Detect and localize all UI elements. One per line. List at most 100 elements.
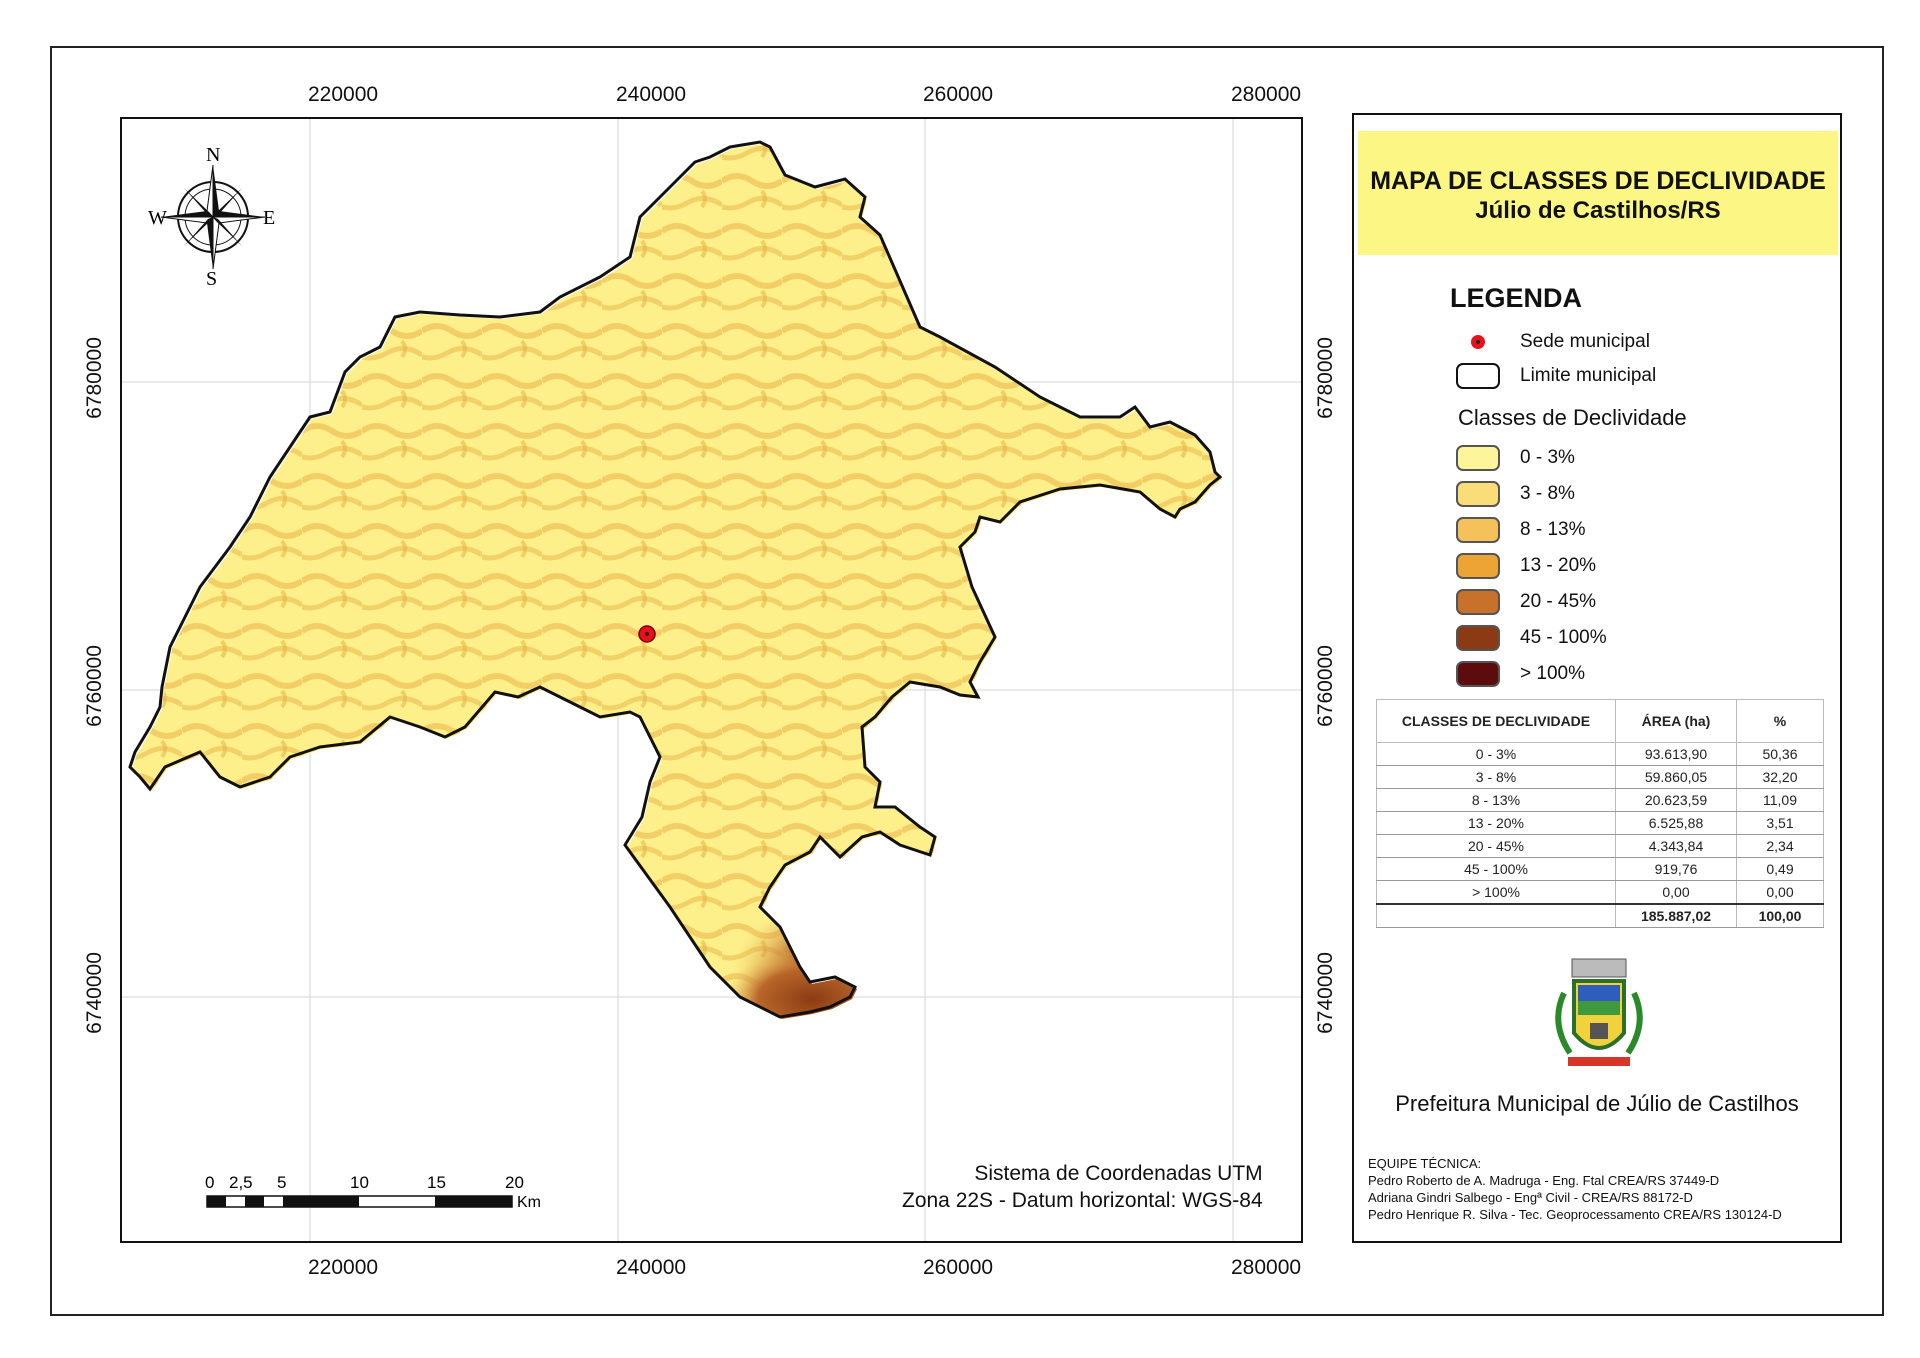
table-cell: 0,49 [1736, 857, 1824, 881]
scale-label: 5 [277, 1173, 286, 1192]
table-total-cell [1376, 903, 1616, 928]
x-tick-bottom: 280000 [1231, 1256, 1302, 1279]
legend-item-seat: Sede municipal [1456, 327, 1650, 357]
limit-swatch-icon [1456, 363, 1500, 389]
table-total-cell: 100,00 [1736, 903, 1824, 928]
table-row: 45 - 100% 919,76 0,49 [1376, 857, 1824, 881]
table-header: CLASSES DE DECLIVIDADE [1376, 699, 1616, 743]
class-swatch-icon [1456, 517, 1500, 543]
table-cell: 8 - 13% [1376, 788, 1616, 812]
scale-unit: Km [517, 1194, 541, 1211]
class-label: 13 - 20% [1520, 555, 1597, 576]
table-row: 8 - 13% 20.623,59 11,09 [1376, 788, 1824, 812]
legend-class-item: > 100% [1456, 659, 1585, 689]
legend-item-limit: Limite municipal [1456, 361, 1656, 391]
class-swatch-icon [1456, 589, 1500, 615]
table-total-cell: 185.887,02 [1615, 903, 1737, 928]
class-swatch-icon [1456, 625, 1500, 651]
scale-label: 0 [205, 1173, 214, 1192]
team-heading: EQUIPE TÉCNICA: [1368, 1156, 1482, 1171]
north-arrow-compass-icon: N S W E [148, 144, 278, 292]
compass-s: S [206, 268, 217, 287]
legend-title: LEGENDA [1450, 283, 1583, 313]
coord-line-1: Sistema de Coordenadas UTM [974, 1162, 1263, 1185]
table-cell: 3 - 8% [1376, 765, 1616, 789]
table-cell: 20.623,59 [1615, 788, 1737, 812]
legend-class-item: 0 - 3% [1456, 443, 1575, 473]
table-cell: 4.343,84 [1615, 834, 1737, 858]
class-label: > 100% [1520, 663, 1585, 684]
team-member: Pedro Roberto de A. Madruga - Eng. Ftal … [1368, 1173, 1720, 1188]
class-swatch-icon [1456, 481, 1500, 507]
compass-n: N [206, 147, 220, 166]
legend-seat-label: Sede municipal [1520, 331, 1650, 352]
table-cell: 919,76 [1615, 857, 1737, 881]
y-tick-right: 6740000 [1313, 952, 1337, 1034]
x-tick-bottom: 240000 [616, 1256, 687, 1279]
class-label: 20 - 45% [1520, 591, 1597, 612]
class-swatch-icon [1456, 445, 1500, 471]
x-tick-bottom: 260000 [923, 1256, 994, 1279]
table-cell: 13 - 20% [1376, 811, 1616, 835]
map-subtitle: Júlio de Castilhos/RS [1475, 197, 1721, 224]
legend-class-item: 13 - 20% [1456, 551, 1596, 581]
map-title: MAPA DE CLASSES DE DECLIVIDADE [1370, 167, 1826, 195]
table-cell: > 100% [1376, 880, 1616, 905]
y-tick-right: 6780000 [1313, 337, 1337, 419]
scale-label: 2,5 [229, 1173, 253, 1192]
team-member: Adriana Gindri Salbego - Engª Civil - CR… [1368, 1190, 1693, 1205]
municipal-crest-icon [1534, 953, 1664, 1088]
team-member: Pedro Henrique R. Silva - Tec. Geoproces… [1368, 1207, 1782, 1222]
table-header: % [1736, 699, 1824, 743]
scale-bar: 0 2,5 5 10 15 20 Km [205, 1170, 565, 1221]
coord-line-2: Zona 22S - Datum horizontal: WGS-84 [902, 1189, 1263, 1212]
table-cell: 32,20 [1736, 765, 1824, 789]
legend-class-item: 8 - 13% [1456, 515, 1585, 545]
x-tick-top: 280000 [1231, 83, 1302, 106]
y-tick-left: 6740000 [82, 952, 106, 1034]
table-row: > 100% 0,00 0,00 [1376, 880, 1824, 905]
title-box: MAPA DE CLASSES DE DECLIVIDADE Júlio de … [1358, 131, 1838, 255]
table-total-row: 185.887,02 100,00 [1376, 903, 1824, 928]
table-body: 0 - 3% 93.613,90 50,36 3 - 8% 59.860,05 32,20… [1376, 742, 1824, 928]
map-frame[interactable] [120, 117, 1303, 1243]
legend-class-item: 20 - 45% [1456, 587, 1596, 617]
class-label: 3 - 8% [1520, 483, 1575, 504]
class-label: 0 - 3% [1520, 447, 1575, 468]
table-row: 13 - 20% 6.525,88 3,51 [1376, 811, 1824, 835]
technical-team: EQUIPE TÉCNICA: Pedro Roberto de A. Madr… [1368, 1155, 1782, 1223]
table-row: 0 - 3% 93.613,90 50,36 [1376, 742, 1824, 766]
scale-label: 15 [427, 1173, 446, 1192]
x-tick-top: 220000 [308, 83, 379, 106]
seat-marker-icon [1456, 333, 1500, 351]
table-cell: 0 - 3% [1376, 742, 1616, 766]
table-row: 3 - 8% 59.860,05 32,20 [1376, 765, 1824, 789]
legend-class-item: 3 - 8% [1456, 479, 1575, 509]
class-label: 45 - 100% [1520, 627, 1607, 648]
y-tick-left: 6780000 [82, 337, 106, 419]
slope-map [122, 119, 1301, 1241]
table-cell: 20 - 45% [1376, 834, 1616, 858]
coordinate-system-note: Sistema de Coordenadas UTM Zona 22S - Da… [902, 1160, 1263, 1214]
table-cell: 3,51 [1736, 811, 1824, 835]
table-cell: 6.525,88 [1615, 811, 1737, 835]
class-swatch-icon [1456, 553, 1500, 579]
legend-class-item: 45 - 100% [1456, 623, 1607, 653]
class-label: 8 - 13% [1520, 519, 1586, 540]
y-tick-right: 6760000 [1313, 645, 1337, 727]
table-cell: 0,00 [1736, 880, 1824, 905]
y-tick-left: 6760000 [82, 645, 106, 727]
table-cell: 45 - 100% [1376, 857, 1616, 881]
table-header: ÁREA (ha) [1615, 699, 1737, 743]
legend-limit-label: Limite municipal [1520, 365, 1657, 386]
x-tick-bottom: 220000 [308, 1256, 379, 1279]
compass-w: W [148, 207, 167, 229]
table-row: 20 - 45% 4.343,84 2,34 [1376, 834, 1824, 858]
x-tick-top: 240000 [616, 83, 687, 106]
prefeitura-name: Prefeitura Municipal de Júlio de Castilh… [1395, 1091, 1799, 1116]
map-sheet-border [50, 46, 1884, 1316]
scale-label: 10 [350, 1173, 369, 1192]
classes-heading: Classes de Declividade [1458, 405, 1687, 430]
table-cell: 0,00 [1615, 880, 1737, 905]
compass-e: E [263, 207, 275, 229]
